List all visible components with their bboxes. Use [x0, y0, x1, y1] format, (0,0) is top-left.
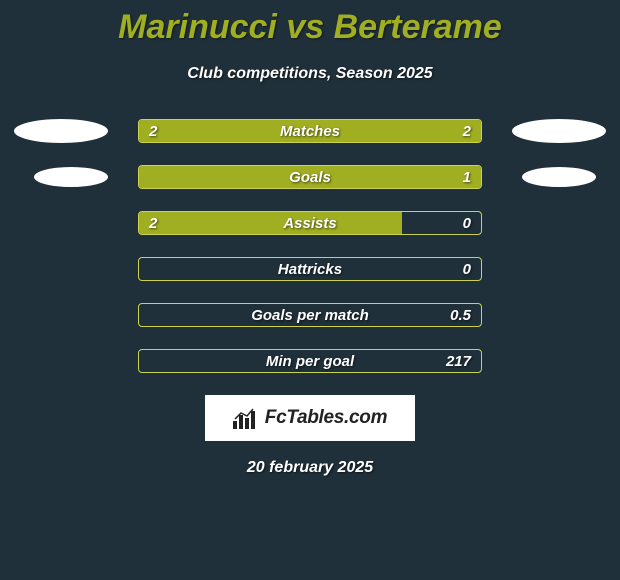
stat-label: Assists: [139, 212, 481, 234]
stat-value-right: 1: [463, 166, 471, 188]
stat-value-right: 0: [463, 212, 471, 234]
stat-label: Matches: [139, 120, 481, 142]
stat-value-right: 217: [446, 350, 471, 372]
date-label: 20 february 2025: [0, 459, 620, 477]
stat-label: Goals per match: [139, 304, 481, 326]
stat-row-hattricks: Hattricks 0: [138, 257, 482, 281]
player-right-photo-2: [522, 167, 596, 187]
subtitle: Club competitions, Season 2025: [0, 65, 620, 83]
logo-text: FcTables.com: [265, 407, 387, 429]
page-title: Marinucci vs Berterame: [0, 0, 620, 47]
stat-label: Hattricks: [139, 258, 481, 280]
player-left-photo-2: [34, 167, 108, 187]
stat-row-assists: 2 Assists 0: [138, 211, 482, 235]
stat-row-min-per-goal: Min per goal 217: [138, 349, 482, 373]
stat-value-right: 0: [463, 258, 471, 280]
barchart-icon: [233, 407, 259, 429]
stat-label: Min per goal: [139, 350, 481, 372]
comparison-chart: 2 Matches 2 Goals 1 2 Assists 0 Hattrick…: [0, 119, 620, 477]
stat-row-goals-per-match: Goals per match 0.5: [138, 303, 482, 327]
stat-value-right: 2: [463, 120, 471, 142]
stat-value-right: 0.5: [450, 304, 471, 326]
stat-label: Goals: [139, 166, 481, 188]
stat-row-goals: Goals 1: [138, 165, 482, 189]
player-left-photo-1: [14, 119, 108, 143]
fctables-logo: FcTables.com: [205, 395, 415, 441]
player-right-photo-1: [512, 119, 606, 143]
stat-row-matches: 2 Matches 2: [138, 119, 482, 143]
